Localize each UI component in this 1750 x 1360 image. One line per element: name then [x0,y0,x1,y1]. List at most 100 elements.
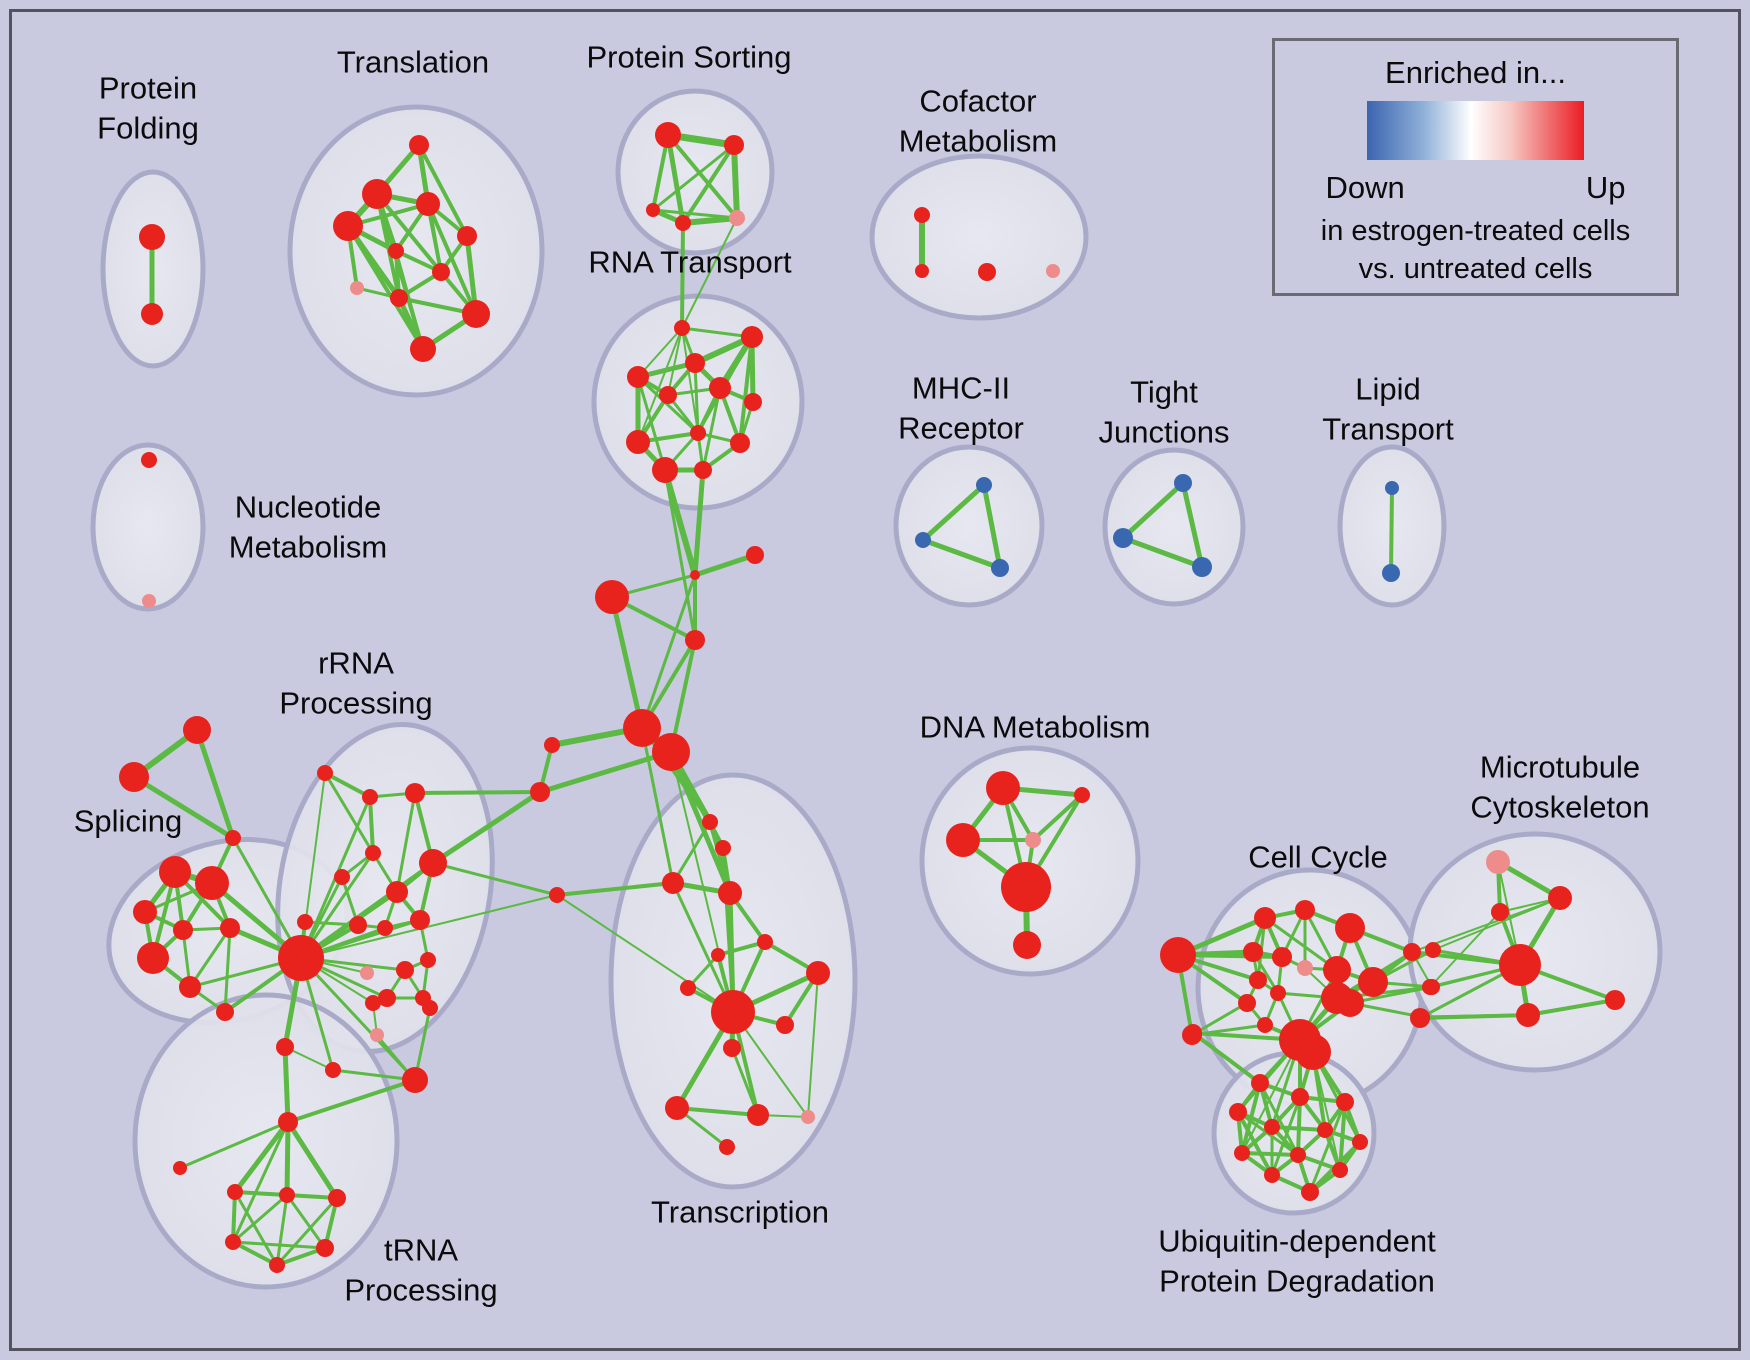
enrichment-overlap-edge [701,386,722,472]
gene-set-node-up [1270,985,1286,1001]
enrichment-overlap-edge [671,881,735,1014]
enrichment-overlap-edge [231,1240,327,1250]
gene-set-node-up [276,1038,294,1056]
gene-set-node-up [690,570,700,580]
legend-box: Enriched in... Down Up in estrogen-treat… [1272,38,1679,296]
gene-set-node-up [662,872,684,894]
enrichment-overlap-edge [231,1240,279,1267]
gene-set-node-up [730,433,750,453]
gene-set-node-up [1251,1074,1269,1092]
gene-set-node-up [269,1257,285,1273]
legend-subtitle-line2: vs. untreated cells [1358,253,1593,285]
enrichment-overlap-edge [1031,793,1084,842]
gene-set-node-up [723,1039,741,1057]
gene-set-node-up [1422,979,1438,995]
enrichment-overlap-edge [1270,1125,1327,1132]
cluster-label-trna-processing: Processing [344,1273,497,1308]
gene-set-node-up [746,546,764,564]
enrichment-overlap-edge [555,881,675,897]
cluster-label-trna-processing: tRNA [384,1233,458,1268]
gene-set-node-up [914,207,930,223]
cluster-ellipse-tight-junctions [1102,447,1246,607]
gene-set-node-up [457,226,477,246]
enrichment-overlap-edge [299,956,417,1082]
enrichment-overlap-edge [417,143,469,238]
cluster-label-mhc-ii-receptor: Receptor [898,411,1024,446]
gene-set-node-up [388,243,404,259]
enrichment-overlap-edge [194,727,236,841]
enrichment-overlap-edge [693,361,700,435]
cluster-label-microtubule-cytoskeleton: Microtubule [1480,750,1640,785]
gene-set-node-up [396,961,414,979]
enrichment-overlap-edge [671,820,712,885]
gene-set-node-up [365,995,381,1011]
gene-set-node-up [195,866,229,900]
enrichment-overlap-edge [665,132,686,226]
gene-set-node-up [141,452,157,468]
gene-set-node-up [362,789,378,805]
enrichment-overlap-edge [231,1120,290,1244]
enrichment-overlap-edge [285,1193,327,1250]
cluster-label-translation: Translation [337,45,489,80]
gene-set-node-up [333,211,363,241]
gene-set-node-up [378,989,396,1007]
gene-set-node-up [1291,1088,1309,1106]
cluster-label-rrna-processing: Processing [279,686,432,721]
gene-set-node-up [549,887,565,903]
cluster-label-splicing: Splicing [74,804,183,839]
gene-set-node-up [1249,971,1267,989]
enrichment-overlap-edge [1180,480,1205,570]
gene-set-node-up [405,783,425,803]
enrichment-overlap-edge [981,482,1003,571]
gene-set-node-up [646,203,660,217]
enrichment-overlap-edge [1120,535,1205,570]
gene-set-node-up [747,1104,769,1126]
enrichment-overlap-edge [275,1193,289,1267]
enrichment-overlap-edge [323,771,372,799]
cluster-label-nucleotide-metabolism: Metabolism [229,530,388,565]
gene-set-node-up [1229,1103,1247,1121]
gene-set-node-up [724,135,744,155]
cluster-label-transcription: Transcription [651,1195,829,1230]
gene-set-node-weak-up [1297,960,1313,976]
gene-set-node-up [225,1234,241,1250]
cluster-label-nucleotide-metabolism: Nucleotide [235,490,381,525]
enrichment-overlap-edge [1429,911,1501,988]
cluster-label-cell-cycle: Cell Cycle [1248,840,1388,875]
gene-set-node-up [1352,1134,1368,1150]
gene-set-node-up [1491,903,1509,921]
enrichment-overlap-edge [692,552,758,578]
gene-set-node-up [1335,913,1365,943]
enrichment-overlap-edge [681,143,736,225]
gene-set-node-up [718,881,742,905]
gene-set-node-up [325,1062,341,1078]
enrichment-overlap-edge [223,926,232,1014]
gene-set-node-up [978,263,996,281]
gene-set-node-up [685,353,705,373]
gene-set-node-up [1160,937,1196,973]
gene-set-node-up [137,942,169,974]
gene-set-node-up [711,948,725,962]
gene-set-node-up [1336,1093,1354,1111]
enrichment-overlap-edge [275,1196,339,1267]
gene-set-node-up [390,289,408,307]
gene-set-node-up [659,386,677,404]
gene-set-node-up [1403,943,1421,961]
cluster-label-cofactor-metabolism: Cofactor [919,84,1036,119]
gene-set-node-up [627,366,649,388]
gene-set-node-up [715,840,731,856]
cluster-label-ubiquitin-dependent-protein-degradation: Ubiquitin-dependent [1158,1224,1436,1259]
enrichment-overlap-edge [731,142,740,221]
gene-set-node-up [386,881,408,903]
enrichment-overlap-edge [331,1068,417,1082]
enrichment-overlap-edge [662,467,698,578]
enrichment-overlap-edge [920,537,1003,571]
enrichment-overlap-edge [1432,897,1561,951]
gene-set-node-up [316,1239,334,1257]
enrichment-overlap-edge [430,789,543,866]
gene-set-node-up [410,336,436,362]
gene-set-node-up [297,914,313,930]
gene-set-node-up [1074,787,1090,803]
gene-set-node-up [1410,1008,1430,1028]
cluster-label-rrna-processing: rRNA [318,646,394,681]
